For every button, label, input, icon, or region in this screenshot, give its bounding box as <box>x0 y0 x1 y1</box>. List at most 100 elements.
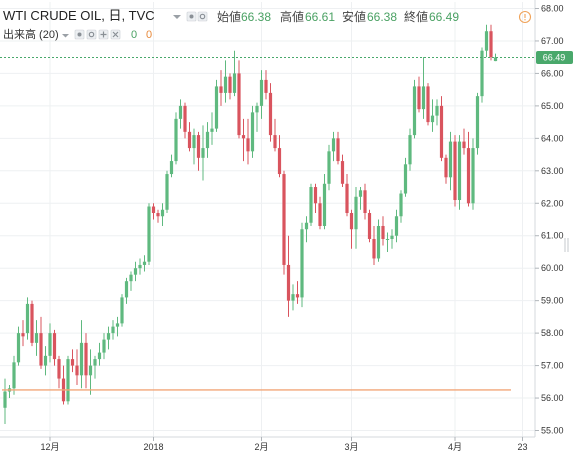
candle-body <box>66 359 70 402</box>
candle-body <box>169 161 174 175</box>
candle <box>322 174 327 230</box>
candle <box>3 378 7 425</box>
candle <box>57 355 61 389</box>
candle-body <box>471 148 475 204</box>
candle <box>25 297 30 340</box>
candle <box>30 300 34 347</box>
candle-body <box>304 222 309 230</box>
candle-body <box>444 157 448 178</box>
y-tick-label: 68.00 <box>541 3 564 13</box>
candle <box>16 326 21 366</box>
eye-icon[interactable] <box>186 11 197 22</box>
candle <box>268 83 273 142</box>
candle-body <box>331 138 336 152</box>
candle <box>79 320 84 389</box>
eye-icon[interactable] <box>74 29 85 40</box>
candle-body <box>268 92 273 136</box>
symbol-title[interactable]: WTI CRUDE OIL, 日, TVC <box>3 8 155 23</box>
candle <box>34 320 39 356</box>
low-value: 66.38 <box>367 10 397 24</box>
chevron-down-icon[interactable] <box>62 34 69 38</box>
candle-body <box>156 213 160 217</box>
candle-body <box>475 96 480 149</box>
candle <box>493 53 498 62</box>
candle <box>187 122 192 152</box>
candle-body <box>34 333 39 343</box>
candle-body <box>120 297 124 324</box>
candle-body <box>322 183 327 226</box>
candle <box>223 60 228 103</box>
y-tick-label: 57.00 <box>541 361 564 371</box>
candle-body <box>3 391 7 408</box>
candle <box>273 118 277 152</box>
candle-body <box>43 355 48 366</box>
candle-body <box>408 135 412 165</box>
candle-body <box>430 115 435 123</box>
candle <box>169 154 174 178</box>
time-axis[interactable]: 12月 2018 2月 3月 4月 23 <box>0 436 574 456</box>
candle <box>426 83 430 126</box>
candle-body <box>349 213 354 230</box>
plus-icon[interactable] <box>98 29 109 40</box>
x-tick-label: 4月 <box>448 442 462 452</box>
price-axis[interactable]: 55.00 56.00 57.00 58.00 59.00 60.00 61.00 62.00… <box>534 0 574 437</box>
candle-body <box>453 141 457 201</box>
candle-body <box>79 342 84 376</box>
candle <box>372 225 376 265</box>
candle <box>466 131 471 207</box>
candle <box>457 135 462 210</box>
candle <box>390 229 394 249</box>
low-label: 安値 <box>342 9 366 24</box>
candle <box>124 277 129 304</box>
candle <box>174 112 178 165</box>
candle <box>21 320 25 347</box>
candle-body <box>21 333 25 337</box>
candle-body <box>372 238 376 259</box>
candle-body <box>273 135 277 149</box>
volume-indicator-label[interactable]: 出来高 (20) <box>3 27 59 41</box>
close-icon[interactable] <box>110 29 121 40</box>
candle-body <box>426 86 430 123</box>
candle-body <box>412 86 417 136</box>
candle-body <box>192 135 196 149</box>
candle <box>286 235 291 317</box>
candle-body <box>259 79 264 106</box>
candle <box>349 209 354 249</box>
candle-body <box>345 183 349 214</box>
candle-body <box>489 31 493 58</box>
candle-body <box>403 164 408 194</box>
candle-body <box>417 86 421 110</box>
clock-alert-icon[interactable] <box>518 10 532 24</box>
candle-body <box>228 76 232 93</box>
candle <box>210 112 214 145</box>
candle <box>471 138 475 210</box>
axis-corner-handle[interactable] <box>564 238 569 252</box>
candle <box>102 333 106 360</box>
settings-icon[interactable] <box>86 29 97 40</box>
candle <box>421 57 426 119</box>
candle <box>412 79 417 139</box>
x-tick-label: 2018 <box>143 442 163 452</box>
close-label: 終値 <box>404 9 428 24</box>
candle-body <box>282 174 286 265</box>
candle <box>160 203 165 226</box>
candle-body <box>39 333 43 366</box>
open-value: 66.38 <box>241 10 271 24</box>
candle <box>264 70 268 100</box>
candle-body <box>462 141 466 149</box>
y-tick-label: 62.00 <box>541 198 564 208</box>
candle <box>52 329 57 366</box>
candle-body <box>124 281 129 298</box>
candle <box>291 284 295 311</box>
chevron-down-icon[interactable] <box>173 15 181 19</box>
candle-body <box>363 190 367 214</box>
candle-body <box>354 196 358 230</box>
candle <box>43 346 48 376</box>
candle-body <box>313 187 318 204</box>
candle-body <box>367 213 372 239</box>
settings-icon[interactable] <box>197 11 208 22</box>
candle-body <box>138 264 142 269</box>
